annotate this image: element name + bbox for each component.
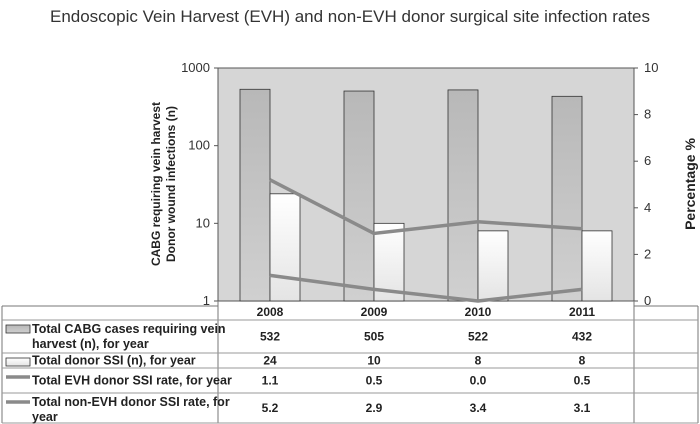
table-cell: 5.2 bbox=[262, 401, 279, 415]
table-cell: 0.5 bbox=[574, 374, 591, 388]
y-left-axis-title: CABG requiring vein harvest bbox=[149, 102, 163, 266]
table-cell: 24 bbox=[263, 354, 277, 368]
bar-cabg-2011 bbox=[551, 95, 583, 302]
bar-cabg-2008 bbox=[239, 88, 271, 302]
table-cell: 3.1 bbox=[574, 401, 591, 415]
table-cell: 532 bbox=[260, 330, 280, 344]
y-right-tick-label: 6 bbox=[644, 153, 651, 168]
x-category-label: 2009 bbox=[361, 305, 388, 319]
x-category-label: 2011 bbox=[569, 305, 595, 319]
table-row-label: Total EVH donor SSI rate, for year bbox=[32, 374, 232, 388]
y-right-tick-label: 2 bbox=[644, 246, 651, 261]
table-row-label: Total CABG cases requiring vein bbox=[32, 322, 226, 336]
axes-layer: 1 10 100 1000 0 2 4 6 8 10 CABG requiring vein har… bbox=[149, 60, 698, 319]
y-left-tick-label: 1000 bbox=[181, 60, 210, 75]
bar-cabg-2009 bbox=[343, 90, 375, 302]
chart-title: Endoscopic Vein Harvest (EVH) and non-EV… bbox=[49, 7, 651, 26]
y-left-tick-label: 1 bbox=[203, 293, 210, 308]
table-cell: 505 bbox=[364, 330, 384, 344]
bar-ssi-2010 bbox=[477, 230, 509, 302]
bar-ssi-2011 bbox=[581, 230, 613, 302]
y-right-tick-label: 0 bbox=[644, 293, 651, 308]
line-non-evh-ssi-rate bbox=[269, 178, 583, 236]
y-right-tick-label: 10 bbox=[644, 60, 658, 75]
bar-ssi-2008 bbox=[269, 193, 301, 302]
table-row-label: year bbox=[32, 410, 58, 424]
table-cell: 1.1 bbox=[262, 374, 279, 388]
line-evh-ssi-rate bbox=[269, 273, 583, 303]
table-cell: 0.0 bbox=[470, 374, 487, 388]
bar-ssi-2009 bbox=[373, 222, 405, 302]
y-right-tick-label: 4 bbox=[644, 200, 651, 215]
table-cell: 522 bbox=[468, 330, 488, 344]
x-category-label: 2008 bbox=[257, 305, 284, 319]
table-row-label: Total donor SSI (n), for year bbox=[32, 354, 196, 368]
y-right-axis-title: Percentage % bbox=[682, 138, 698, 230]
table-row-label: harvest (n), for year bbox=[32, 337, 149, 351]
table-cell: 3.4 bbox=[470, 401, 487, 415]
table-cell: 8 bbox=[579, 354, 586, 368]
y-left-tick-label: 10 bbox=[196, 215, 210, 230]
y-right-tick-label: 8 bbox=[644, 107, 651, 122]
table-cell: 10 bbox=[367, 354, 381, 368]
bar-cabg-2010 bbox=[447, 89, 479, 302]
legend-key-bar bbox=[5, 357, 31, 367]
bars-layer bbox=[239, 88, 613, 302]
table-cell: 0.5 bbox=[366, 374, 383, 388]
table-cell: 2.9 bbox=[366, 401, 383, 415]
legend-key-bar bbox=[5, 324, 31, 334]
table-cell: 432 bbox=[572, 330, 592, 344]
lines-layer bbox=[269, 178, 583, 303]
table-cell: 8 bbox=[475, 354, 482, 368]
y-left-axis-title: Donor wound infections (n) bbox=[164, 106, 178, 262]
y-left-tick-label: 100 bbox=[188, 138, 210, 153]
table-row-label: Total non-EVH donor SSI rate, for bbox=[32, 395, 230, 409]
x-category-label: 2010 bbox=[465, 305, 492, 319]
